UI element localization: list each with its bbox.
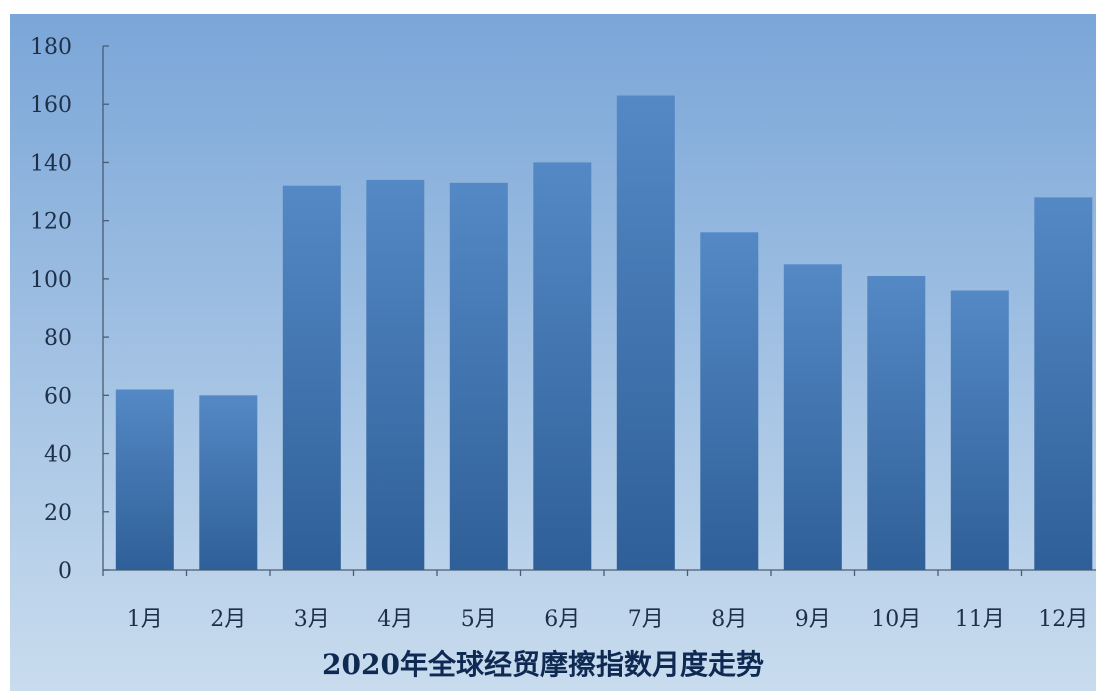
bar-8月 [700,232,759,571]
bar-5月 [449,182,508,571]
x-tick-label: 12月 [1038,607,1088,632]
x-tick-label: 8月 [711,607,747,632]
chart-title: 2020年全球经贸摩擦指数月度走势 [322,648,764,681]
y-tick-label: 80 [44,326,72,351]
bar-11月 [950,290,1009,570]
bar-4月 [366,179,425,570]
bar-9月 [783,264,842,570]
chart-panel: 1月 2月 3月 4月 5月 6月 7月 8月 9月 10月 11月 12月 0 20 40 60 80 100 1… [10,14,1096,691]
y-tick-label: 60 [44,384,72,409]
bar-chart: 1月 2月 3月 4月 5月 6月 7月 8月 9月 10月 11月 12月 0 20 40 60 80 100 1… [10,14,1096,691]
x-tick-label: 10月 [871,607,921,632]
x-tick-label: 6月 [544,607,580,632]
x-tick-label: 9月 [795,607,831,632]
y-tick-label: 40 [44,443,72,468]
x-tick-label: 2月 [210,607,246,632]
x-tick-label: 4月 [377,607,413,632]
bar-6月 [533,162,592,570]
y-tick-label: 100 [30,268,72,293]
y-tick-label: 140 [30,151,72,176]
x-tick-label: 11月 [955,607,1005,632]
bar-12月 [1034,197,1093,570]
y-tick-label: 160 [30,93,72,118]
y-tick-label: 0 [58,559,72,584]
bar-2月 [199,395,258,570]
x-tick-label: 5月 [461,607,497,632]
bar-1月 [115,389,174,570]
x-tick-label: 1月 [127,607,163,632]
bar-3月 [282,185,341,570]
x-tick-label: 7月 [628,607,664,632]
y-tick-label: 180 [30,35,72,60]
bar-7月 [616,95,675,570]
bar-10月 [867,276,926,570]
x-tick-label: 3月 [294,607,330,632]
y-tick-label: 120 [30,210,72,235]
y-tick-label: 20 [44,501,72,526]
